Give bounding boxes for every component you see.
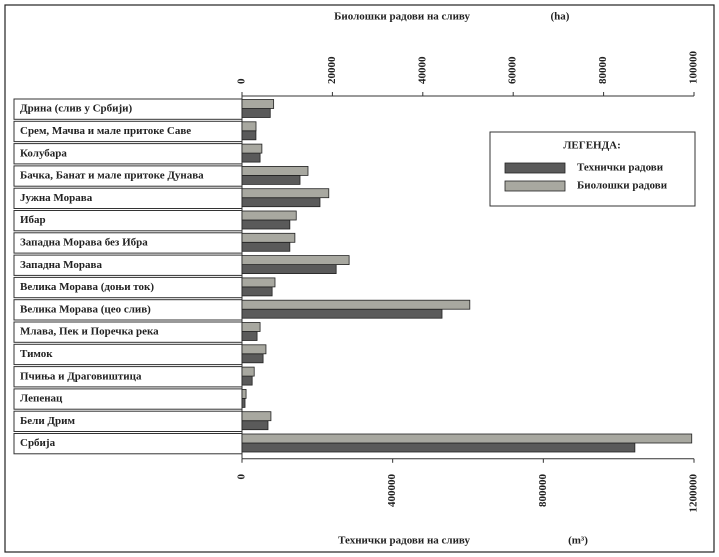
bottom-axis-unit: (m³) — [568, 535, 588, 547]
top-axis-title: Биолошки радови на сливу — [334, 11, 470, 23]
category-label: Дрина (слив у Србији) — [20, 103, 133, 115]
bar — [241, 353, 264, 364]
bar — [241, 286, 273, 297]
bar — [241, 121, 257, 132]
bar — [241, 375, 253, 386]
legend-label: Биолошки радови — [577, 180, 668, 192]
bar — [241, 397, 246, 408]
bar — [241, 433, 693, 444]
category-label: Велика Морава (доњи ток) — [20, 281, 154, 293]
bar — [241, 331, 258, 341]
bar — [241, 264, 337, 275]
top-tick-label: 40000 — [416, 56, 428, 84]
bar — [241, 108, 271, 118]
bottom-tick-label: 0 — [236, 474, 248, 480]
bar — [241, 232, 296, 243]
category-label: Срем, Мачва и мале притоке Саве — [20, 125, 191, 137]
bar — [241, 366, 255, 377]
bar — [241, 411, 272, 422]
category-label: Западна Морава — [20, 259, 102, 271]
top-tick-label: 20000 — [326, 56, 338, 84]
top-axis-unit: (ha) — [551, 11, 570, 23]
bar — [241, 219, 291, 230]
category-label: Бели Дрим — [20, 415, 75, 427]
bar — [241, 255, 350, 266]
top-tick-label: 60000 — [507, 56, 519, 84]
category-label: Ибар — [20, 214, 46, 226]
bar — [241, 308, 443, 319]
category-cell — [13, 210, 243, 232]
bar — [241, 165, 309, 176]
category-label: Млава, Пек и Поречка река — [20, 326, 159, 338]
legend-title: ЛЕГЕНДА: — [563, 140, 621, 152]
category-label: Србија — [20, 437, 56, 449]
category-label: Велика Морава (цео слив) — [20, 303, 151, 315]
bar — [241, 420, 269, 431]
top-tick-label: 0 — [236, 78, 248, 84]
bar — [241, 210, 297, 221]
bar — [241, 299, 471, 310]
bar — [241, 99, 275, 109]
category-label: Лепенац — [20, 393, 63, 405]
bar — [241, 130, 257, 141]
bottom-tick-label: 1200000 — [688, 474, 700, 513]
bar — [241, 442, 636, 453]
category-label: Западна Морава без Ибра — [20, 236, 148, 248]
category-label: Тимок — [20, 348, 53, 360]
bar — [241, 277, 276, 288]
legend-swatch — [504, 180, 566, 192]
top-tick-label: 100000 — [688, 51, 700, 85]
bar — [241, 188, 330, 199]
top-tick-label: 80000 — [597, 56, 609, 84]
category-label: Јужна Морава — [20, 192, 93, 204]
bar — [241, 143, 263, 154]
category-label: Колубара — [20, 147, 67, 159]
bottom-tick-label: 800000 — [537, 474, 549, 508]
bar — [241, 344, 267, 355]
bar — [241, 322, 261, 332]
bar — [241, 152, 261, 163]
bar — [241, 241, 291, 252]
category-label: Пчиња и Драговиштица — [20, 370, 142, 382]
bar — [241, 197, 321, 208]
bar — [241, 388, 247, 399]
frame — [4, 4, 715, 553]
bar — [241, 174, 301, 185]
legend-label: Технички радови — [577, 162, 664, 174]
bottom-axis-title: Технички радови на сливу — [338, 535, 470, 547]
category-label: Бачка, Банат и мале притоке Дунава — [20, 170, 204, 182]
bottom-tick-label: 400000 — [386, 474, 398, 508]
legend-swatch — [504, 162, 566, 174]
